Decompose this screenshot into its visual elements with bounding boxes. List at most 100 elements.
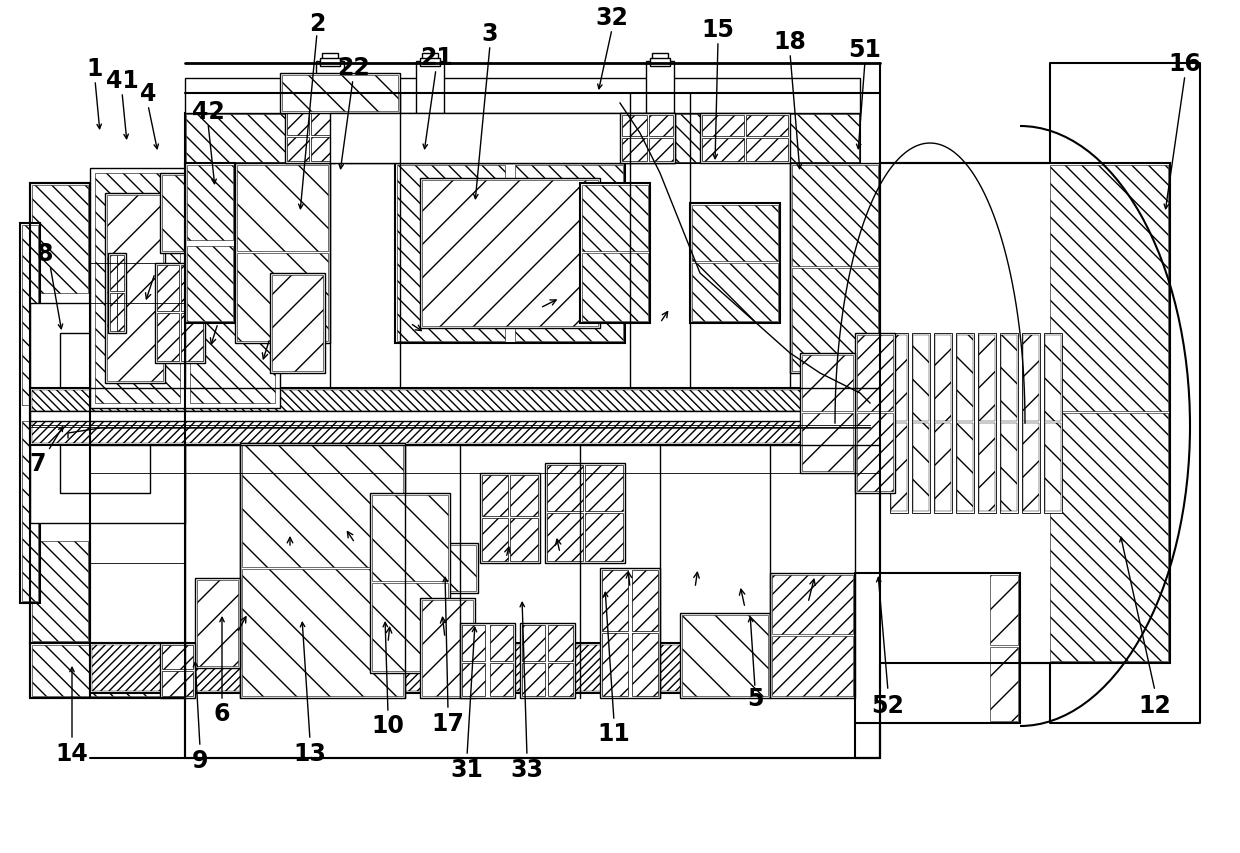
Bar xyxy=(320,59,340,67)
Bar xyxy=(746,116,787,136)
Bar xyxy=(372,496,448,581)
Bar xyxy=(241,444,405,699)
Bar xyxy=(22,226,38,405)
Bar xyxy=(195,578,241,668)
Bar xyxy=(237,165,329,252)
Text: 11: 11 xyxy=(598,721,630,746)
Bar xyxy=(890,334,908,514)
Bar xyxy=(792,165,878,267)
Bar xyxy=(160,643,195,699)
Text: 33: 33 xyxy=(511,757,543,781)
Bar xyxy=(162,645,193,670)
Bar xyxy=(311,138,334,162)
Bar xyxy=(450,545,476,591)
Bar xyxy=(347,113,370,136)
Bar xyxy=(345,112,396,164)
Bar xyxy=(1023,335,1039,421)
Bar xyxy=(682,615,768,696)
Bar xyxy=(857,335,893,411)
Bar xyxy=(30,304,185,524)
Bar xyxy=(1022,334,1040,514)
Bar xyxy=(1001,335,1017,421)
Bar xyxy=(95,174,180,403)
Text: 32: 32 xyxy=(595,6,629,30)
Bar xyxy=(187,247,233,322)
Text: 3: 3 xyxy=(482,22,498,46)
Bar xyxy=(510,475,538,516)
Text: 22: 22 xyxy=(336,56,370,80)
Bar xyxy=(978,334,996,514)
Text: 6: 6 xyxy=(213,701,231,725)
Text: 12: 12 xyxy=(1138,693,1172,717)
Bar xyxy=(702,116,744,136)
Bar xyxy=(371,138,393,162)
Text: 18: 18 xyxy=(774,30,806,54)
Bar xyxy=(422,601,472,696)
Bar xyxy=(322,54,339,62)
Text: 51: 51 xyxy=(848,38,882,62)
Bar xyxy=(420,59,440,67)
Bar xyxy=(773,636,853,696)
Bar xyxy=(515,165,622,341)
Bar xyxy=(522,625,546,661)
Bar xyxy=(270,274,325,374)
Bar xyxy=(649,116,673,136)
Bar xyxy=(157,314,179,362)
Bar xyxy=(197,580,238,666)
Bar xyxy=(582,253,649,322)
Bar xyxy=(107,196,162,381)
Bar xyxy=(32,415,1028,444)
Bar xyxy=(242,445,403,567)
Bar xyxy=(30,389,1030,414)
Bar xyxy=(420,598,475,699)
Text: 15: 15 xyxy=(702,18,734,42)
Bar xyxy=(990,647,1018,721)
Bar xyxy=(956,334,973,514)
Bar xyxy=(110,293,117,332)
Bar xyxy=(482,519,508,561)
Bar xyxy=(422,181,598,327)
Bar xyxy=(680,613,770,699)
Bar xyxy=(91,643,861,693)
Bar xyxy=(689,204,780,323)
Bar xyxy=(522,664,546,696)
Text: 31: 31 xyxy=(450,757,484,781)
Bar xyxy=(934,334,952,514)
Bar xyxy=(286,113,309,136)
Text: 10: 10 xyxy=(372,713,404,737)
Bar xyxy=(237,253,329,341)
Bar xyxy=(422,54,438,62)
Text: 13: 13 xyxy=(294,741,326,765)
Text: 16: 16 xyxy=(1168,52,1202,76)
Bar xyxy=(600,568,660,699)
Bar xyxy=(187,165,233,241)
Bar xyxy=(646,62,675,113)
Bar xyxy=(185,693,880,758)
Bar xyxy=(186,115,859,163)
Bar xyxy=(585,514,622,561)
Bar xyxy=(510,519,538,561)
Bar xyxy=(792,269,878,372)
Text: 5: 5 xyxy=(746,686,764,711)
Bar xyxy=(316,62,343,113)
Bar xyxy=(892,423,906,512)
Bar xyxy=(371,113,393,136)
Text: 8: 8 xyxy=(37,241,53,265)
Bar xyxy=(632,633,658,696)
Bar xyxy=(311,113,334,136)
Bar xyxy=(463,664,485,696)
Bar xyxy=(32,645,184,696)
Bar xyxy=(396,164,625,344)
Bar xyxy=(157,265,179,311)
Text: 7: 7 xyxy=(30,451,46,475)
Text: 17: 17 xyxy=(432,711,465,735)
Bar xyxy=(935,423,951,512)
Bar xyxy=(990,575,1018,645)
Bar xyxy=(92,645,858,691)
Bar xyxy=(701,113,790,164)
Bar xyxy=(548,625,573,661)
Bar xyxy=(585,466,622,512)
Bar xyxy=(155,264,205,363)
Text: 21: 21 xyxy=(419,46,453,70)
Bar xyxy=(692,264,777,322)
